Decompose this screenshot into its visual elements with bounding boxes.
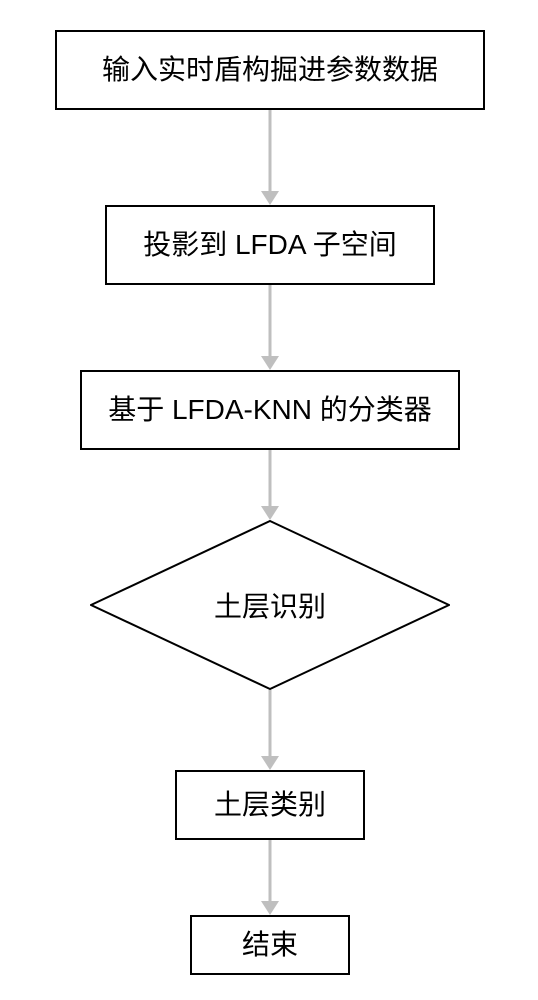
flow-node-label: 投影到 LFDA 子空间 — [143, 227, 397, 263]
flow-node-n2: 投影到 LFDA 子空间 — [105, 205, 435, 285]
flow-node-label: 土层识别 — [214, 585, 326, 625]
flow-node-label: 土层类别 — [214, 787, 326, 823]
flow-node-n1: 输入实时盾构掘进参数数据 — [55, 30, 485, 110]
flow-node-n4: 土层识别 — [90, 520, 450, 690]
flow-node-n6: 结束 — [190, 915, 350, 975]
flow-arrow — [252, 690, 288, 770]
flow-node-label: 基于 LFDA-KNN 的分类器 — [108, 392, 432, 428]
flow-arrow — [252, 110, 288, 205]
flowchart-canvas: 输入实时盾构掘进参数数据投影到 LFDA 子空间基于 LFDA-KNN 的分类器… — [0, 0, 538, 1000]
flow-node-n3: 基于 LFDA-KNN 的分类器 — [80, 370, 460, 450]
flow-arrow — [252, 285, 288, 370]
flow-arrow — [252, 450, 288, 520]
flow-node-label: 结束 — [242, 927, 298, 963]
flow-node-n5: 土层类别 — [175, 770, 365, 840]
flow-node-label: 输入实时盾构掘进参数数据 — [102, 52, 438, 88]
flow-arrow — [252, 840, 288, 915]
